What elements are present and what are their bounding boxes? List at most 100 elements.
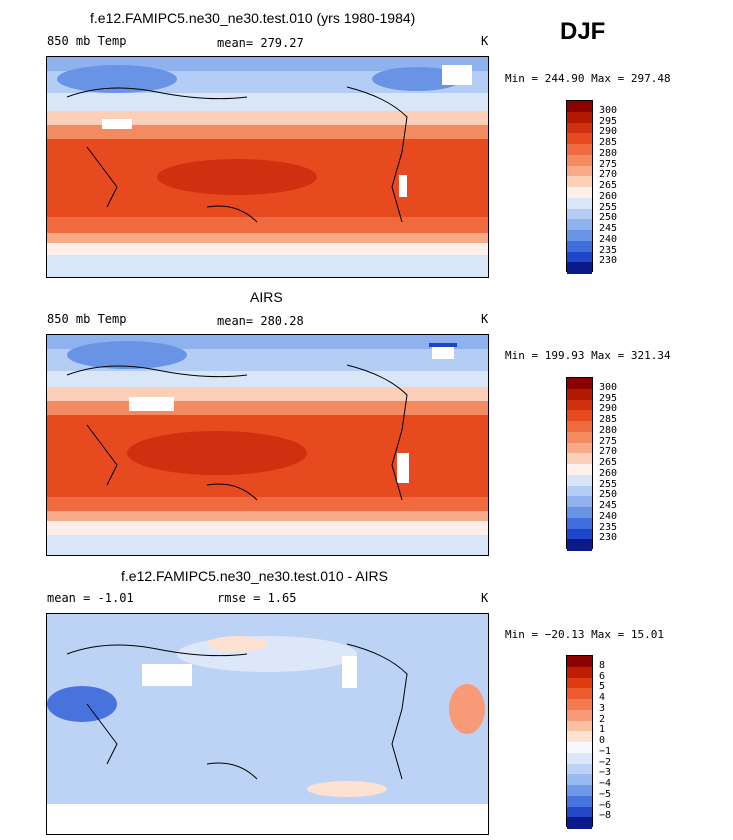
band-north-sub xyxy=(47,387,488,401)
greenland-missing xyxy=(432,345,454,359)
colorbar-tick-label: 4 xyxy=(599,692,606,703)
patch-warm-south xyxy=(307,781,387,797)
panel-title: AIRS xyxy=(250,289,283,305)
temperature-map xyxy=(46,334,489,556)
colorbar-tick-label: 3 xyxy=(599,702,606,714)
colorbar-tick-label: 250 xyxy=(599,489,618,501)
mean-label: mean= 279.27 xyxy=(217,36,304,50)
andes-missing xyxy=(399,175,407,197)
colorbar-swatch xyxy=(567,774,592,786)
colorbar-swatch xyxy=(567,539,592,551)
colorbar-tick-label: 8 xyxy=(599,659,606,671)
band-south-warm xyxy=(47,217,488,233)
colorbar-tick-label: 245 xyxy=(599,223,618,234)
colorbar-tick-label: 5 xyxy=(599,681,606,693)
colorbar-swatch xyxy=(567,378,592,390)
colorbar-swatch xyxy=(567,399,592,411)
units-label: K xyxy=(481,34,489,48)
band-north-mid xyxy=(47,371,488,387)
band-south-mid xyxy=(47,521,488,535)
colorbar-tick-label: 260 xyxy=(599,467,618,479)
colorbar-tick-label: 245 xyxy=(599,500,618,511)
variable-label: 850 mb Temp xyxy=(47,312,127,326)
colorbar-tick-label: 2 xyxy=(599,713,606,725)
band-north-warm xyxy=(47,125,488,139)
colorbar-swatch xyxy=(567,785,592,797)
colorbar-tick-label: 235 xyxy=(599,244,618,256)
colorbar: 300 295 290 285 280 275 270 265 260 255 250 245 240 2… xyxy=(566,100,686,274)
colorbar-tick-label: −6 xyxy=(599,799,612,811)
antarctic-missing xyxy=(47,804,488,834)
colorbar-swatch xyxy=(567,176,592,188)
colorbar: 300 295 290 285 280 275 270 265 260 255 250 245 240 2… xyxy=(566,377,686,551)
rockies-missing xyxy=(342,656,357,688)
colorbar-swatch xyxy=(567,720,592,732)
colorbar-swatch xyxy=(567,688,592,700)
band-south-high xyxy=(47,535,488,555)
cold-canada xyxy=(372,67,462,91)
colorbar-tick-label: −8 xyxy=(599,810,612,822)
colorbar-tick-label: 6 xyxy=(599,670,606,682)
mean-label: mean= 280.28 xyxy=(217,314,304,328)
colorbar-swatch xyxy=(567,144,592,156)
colorbar-tick-label: −5 xyxy=(599,788,612,800)
colorbar-tick-label: 280 xyxy=(599,147,618,159)
colorbar-swatch xyxy=(567,474,592,486)
colorbar-swatch xyxy=(567,251,592,263)
colorbar-swatch xyxy=(567,699,592,711)
mean-label: mean = -1.01 xyxy=(47,591,134,605)
colorbar-swatch xyxy=(567,485,592,497)
colorbar-tick-label: 300 xyxy=(599,381,618,393)
plateau-missing xyxy=(102,119,132,129)
colorbar-tick-label: 255 xyxy=(599,478,618,490)
colorbar-tick-label: 240 xyxy=(599,233,618,245)
warm-core xyxy=(127,431,307,475)
colorbar: 8 6 5 4 3 2 1 0 −1 −2 −3 −4 −5 −6 −8 xyxy=(566,655,686,829)
colorbar-swatch xyxy=(567,240,592,252)
colorbar-swatch xyxy=(567,795,592,807)
colorbar-swatch xyxy=(567,197,592,209)
band-south-high xyxy=(47,255,488,277)
band-arctic xyxy=(47,57,488,71)
colorbar-tick-label: 285 xyxy=(599,137,618,148)
colorbar-swatch xyxy=(567,464,592,476)
patch-neutral xyxy=(177,636,357,672)
coastline xyxy=(66,364,408,501)
colorbar-tick-label: −4 xyxy=(599,778,612,789)
band-south-warm xyxy=(47,497,488,511)
patch-warm-atl xyxy=(449,684,485,734)
colorbar-swatch xyxy=(567,666,592,678)
coastline xyxy=(66,643,408,780)
band-south-sub xyxy=(47,511,488,521)
cold-siberia xyxy=(67,341,187,369)
colorbar-swatch xyxy=(567,133,592,145)
season-label: DJF xyxy=(560,18,606,45)
band-north-mid xyxy=(47,93,488,111)
colorbar-swatch xyxy=(567,122,592,134)
variable-label: 850 mb Temp xyxy=(47,34,127,48)
colorbar-tick-label: 300 xyxy=(599,104,618,116)
panel-title: f.e12.FAMIPC5.ne30_ne30.test.010 (yrs 19… xyxy=(90,10,416,26)
patch-warm-pacific xyxy=(207,636,267,652)
map-field xyxy=(47,614,488,834)
colorbar-tick-label: −3 xyxy=(599,767,612,779)
units-label: K xyxy=(481,312,489,326)
colorbar-tick-label: 290 xyxy=(599,126,618,138)
colorbar-swatch xyxy=(567,528,592,540)
colorbar-swatch xyxy=(567,453,592,465)
map-field xyxy=(47,335,488,555)
greenland-missing xyxy=(442,65,472,85)
colorbar-tick-label: 250 xyxy=(599,212,618,224)
patch-cold-africa xyxy=(47,686,117,722)
colorbar-swatch xyxy=(567,230,592,242)
greenland-cold xyxy=(429,343,457,347)
colorbar-swatch xyxy=(567,731,592,743)
andes-missing xyxy=(397,453,409,483)
minmax-label: Min = −20.13 Max = 15.01 xyxy=(505,628,664,641)
colorbar-swatch xyxy=(567,763,592,775)
colorbar-tick-label: −1 xyxy=(599,745,612,757)
colorbar-tick-label: 0 xyxy=(599,735,606,746)
colorbar-swatch xyxy=(567,806,592,818)
band-north-sub xyxy=(47,111,488,125)
colorbar-swatch xyxy=(567,165,592,177)
